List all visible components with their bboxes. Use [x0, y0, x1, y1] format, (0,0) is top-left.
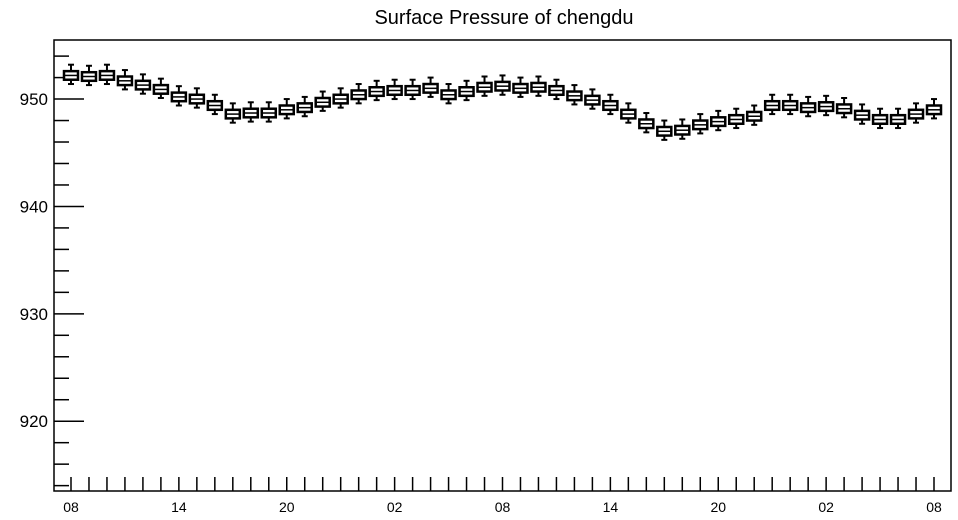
x-tick-label: 08 — [495, 499, 511, 515]
box-plot — [925, 98, 943, 120]
box-plot — [494, 74, 511, 96]
box-plot — [458, 79, 475, 102]
box-plot — [530, 75, 547, 97]
box-plot — [296, 95, 313, 118]
box-plot — [638, 112, 655, 134]
box-plot — [817, 94, 835, 117]
box-plot — [350, 83, 367, 105]
box-plot — [799, 95, 817, 118]
y-tick-label: 950 — [20, 90, 48, 109]
y-tick-label: 930 — [20, 305, 48, 324]
box-plot — [763, 93, 781, 116]
x-tick-label: 20 — [710, 499, 726, 515]
box-plot — [278, 98, 295, 120]
x-tick-label: 08 — [926, 499, 942, 515]
x-tick-label: 14 — [603, 499, 619, 515]
box-plot — [98, 63, 116, 86]
box-plot — [620, 102, 637, 124]
box-plot — [584, 88, 601, 110]
x-tick-label: 08 — [63, 499, 79, 515]
box-plot — [422, 76, 439, 98]
box-plot — [727, 107, 745, 130]
box-plot — [332, 87, 349, 109]
box-plot — [224, 102, 242, 124]
box-plot — [188, 87, 206, 109]
x-axis: 08 14 20 02 08 14 20 02 08 — [63, 477, 942, 515]
box-plot — [368, 79, 385, 102]
box-plot — [440, 83, 457, 105]
box-plot — [692, 113, 709, 135]
box-plot — [548, 78, 565, 101]
box-plot — [566, 84, 583, 106]
box-plot — [314, 90, 331, 112]
box-plot — [745, 104, 763, 126]
box-plot — [602, 93, 619, 116]
box-plot — [710, 109, 727, 132]
box-plot — [907, 102, 925, 124]
x-tick-label: 20 — [279, 499, 295, 515]
chart-title: Surface Pressure of chengdu — [374, 7, 633, 29]
box-plot — [889, 107, 907, 130]
box-plot — [152, 77, 170, 99]
box-plot — [170, 85, 188, 107]
box-plot — [260, 101, 278, 123]
box-plot — [134, 73, 152, 95]
box-plot — [62, 63, 80, 86]
box-series — [62, 63, 943, 141]
x-tick-label: 14 — [171, 499, 187, 515]
box-plot — [404, 78, 421, 101]
plot-frame — [53, 39, 952, 492]
box-plot — [512, 76, 529, 98]
box-plot — [781, 93, 799, 116]
box-plot — [116, 69, 134, 91]
y-tick-label: 920 — [20, 412, 48, 431]
y-axis: 920 930 940 950 — [20, 55, 84, 487]
box-plot — [835, 96, 853, 119]
x-tick-label: 02 — [818, 499, 834, 515]
box-plot — [386, 78, 403, 101]
box-plot — [871, 107, 889, 130]
box-plot — [853, 103, 871, 125]
box-plot — [242, 101, 260, 123]
y-tick-label: 940 — [20, 197, 48, 216]
x-tick-label: 02 — [387, 499, 403, 515]
box-plot — [80, 64, 98, 87]
box-plot — [206, 93, 224, 116]
box-plot — [674, 118, 691, 140]
box-plot — [476, 75, 493, 97]
box-plot — [656, 119, 673, 141]
